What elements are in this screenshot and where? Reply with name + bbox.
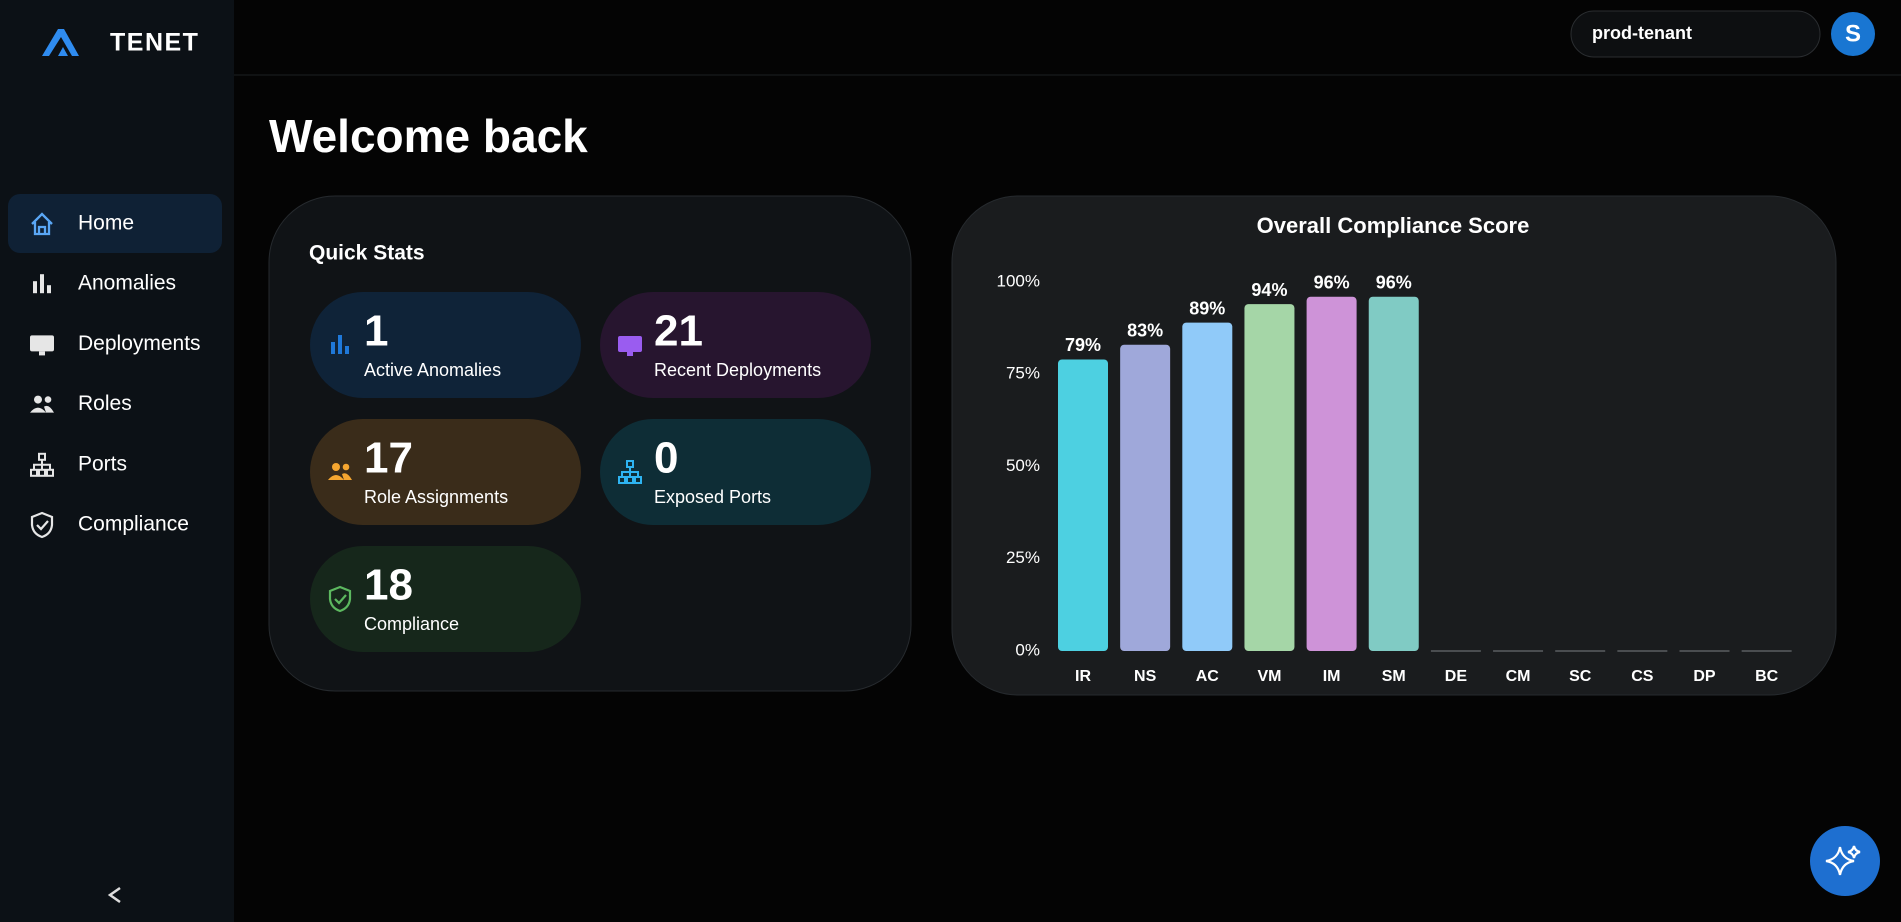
- y-tick-label: 0%: [1015, 640, 1040, 659]
- x-tick-label: IM: [1323, 668, 1341, 685]
- quick-stats-title: Quick Stats: [309, 242, 425, 265]
- nav-item[interactable]: Home: [78, 212, 134, 235]
- y-tick-label: 75%: [1006, 364, 1040, 383]
- nav-item[interactable]: Compliance: [78, 513, 189, 536]
- y-tick-label: 25%: [1006, 548, 1040, 567]
- sidebar: [0, 0, 234, 922]
- stat-icon: [331, 335, 349, 354]
- avatar[interactable]: [1831, 12, 1875, 56]
- nav-item[interactable]: Roles: [78, 392, 132, 415]
- stat-label: Exposed Ports: [654, 487, 771, 507]
- x-tick-label: AC: [1196, 668, 1220, 685]
- stat-pill[interactable]: [310, 292, 581, 398]
- stat-icon: [618, 336, 642, 356]
- stat-icon: [328, 585, 352, 613]
- bar: [1058, 359, 1108, 651]
- stat-value: 1: [364, 307, 388, 356]
- stat-value: 18: [364, 561, 413, 610]
- stat-pill[interactable]: [600, 419, 871, 525]
- x-tick-label: DP: [1693, 668, 1716, 685]
- stat-label: Compliance: [364, 614, 459, 634]
- x-tick-label: DE: [1445, 668, 1468, 685]
- value-label: 83%: [1127, 320, 1163, 340]
- stat-label: Active Anomalies: [364, 360, 501, 380]
- stat-value: 17: [364, 434, 413, 483]
- tenant-selector[interactable]: [1570, 10, 1821, 58]
- x-tick-label: CM: [1506, 668, 1531, 685]
- nav-icon: [30, 395, 54, 413]
- stat-pill[interactable]: [310, 419, 581, 525]
- nav-icon: [30, 511, 54, 539]
- tenant-name: prod-tenant: [1592, 23, 1692, 43]
- assistant-icon: [1825, 845, 1861, 876]
- stat-icon: [618, 460, 642, 484]
- stat-value: 21: [654, 307, 703, 356]
- nav-active-bg: [8, 194, 222, 253]
- x-tick-label: IR: [1075, 668, 1091, 685]
- nav-icon: [30, 335, 54, 356]
- bar: [1306, 296, 1357, 651]
- x-tick-label: SM: [1382, 668, 1406, 685]
- stat-value: 0: [654, 434, 678, 483]
- bar: [1120, 344, 1171, 651]
- nav-icon: [31, 212, 53, 236]
- value-label: 94%: [1251, 280, 1287, 300]
- stat-pill[interactable]: [310, 546, 581, 652]
- nav-icon: [33, 274, 51, 294]
- bar: [1368, 296, 1419, 651]
- value-label: 96%: [1376, 273, 1412, 293]
- x-tick-label: SC: [1569, 668, 1592, 685]
- logo: [42, 29, 79, 56]
- bar: [1182, 322, 1233, 651]
- bar: [1244, 304, 1295, 651]
- y-tick-label: 50%: [1006, 456, 1040, 475]
- stat-pill[interactable]: [600, 292, 871, 398]
- collapse-button[interactable]: [107, 886, 121, 904]
- avatar-letter: S: [1845, 20, 1861, 47]
- nav-item[interactable]: Deployments: [78, 332, 201, 355]
- brand: TENET: [110, 29, 199, 57]
- nav-item[interactable]: Ports: [78, 452, 127, 475]
- nav-item[interactable]: Anomalies: [78, 272, 176, 295]
- chart-title: Overall Compliance Score: [1257, 213, 1530, 238]
- page-heading: Welcome back: [269, 110, 588, 162]
- value-label: 96%: [1314, 273, 1350, 293]
- value-label: 79%: [1065, 335, 1101, 355]
- x-tick-label: CS: [1631, 668, 1654, 685]
- x-tick-label: NS: [1134, 668, 1157, 685]
- x-tick-label: VM: [1257, 668, 1281, 685]
- stat-label: Recent Deployments: [654, 360, 821, 380]
- nav-icon: [30, 452, 54, 477]
- value-label: 89%: [1189, 298, 1225, 318]
- stat-label: Role Assignments: [364, 487, 508, 507]
- x-tick-label: BC: [1755, 668, 1779, 685]
- assistant-button[interactable]: [1810, 826, 1880, 896]
- stat-icon: [328, 463, 352, 480]
- y-tick-label: 100%: [997, 271, 1040, 290]
